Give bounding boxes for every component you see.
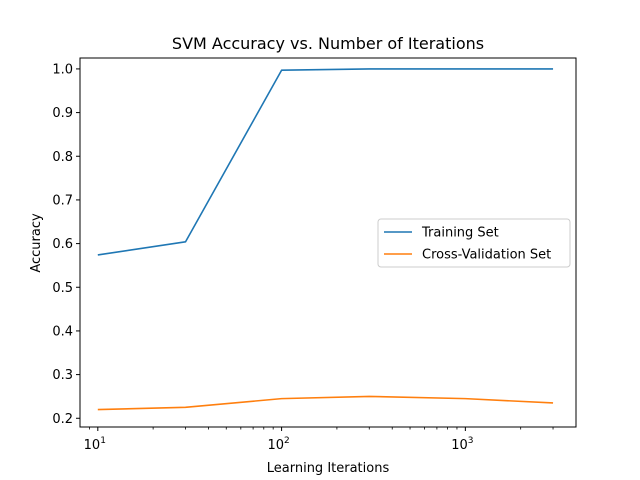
legend-box — [377, 218, 571, 268]
y-tick-label: 0.8 — [52, 150, 73, 165]
y-tick-label: 0.2 — [52, 412, 73, 427]
legend-label: Cross-Validation Set — [422, 248, 551, 263]
y-tick-label: 0.6 — [52, 237, 73, 252]
y-tick-label: 1.0 — [52, 62, 73, 77]
chart-title: SVM Accuracy vs. Number of Iterations — [172, 34, 484, 53]
x-tick-label: 102 — [267, 436, 289, 453]
plot-area: 0.2 0.3 0.4 0.5 0.6 0.7 0.8 0.9 1.0 101 102 103 Trai… — [52, 57, 577, 453]
axes-frame — [79, 57, 577, 428]
x-axis-title: Learning Iterations — [267, 461, 390, 476]
legend-label: Training Set — [421, 226, 499, 241]
y-tick-label: 0.3 — [52, 368, 73, 383]
x-tick-label: 101 — [84, 436, 106, 453]
y-tick-label: 0.9 — [52, 106, 73, 121]
y-tick-label: 0.7 — [52, 193, 73, 208]
x-tick-label: 103 — [451, 436, 473, 453]
y-axis-title: Accuracy — [29, 213, 44, 273]
y-tick-label: 0.4 — [52, 324, 73, 339]
series-line-training — [97, 68, 554, 256]
series-line-cross-validation — [97, 395, 554, 411]
y-tick-label: 0.5 — [52, 281, 73, 296]
